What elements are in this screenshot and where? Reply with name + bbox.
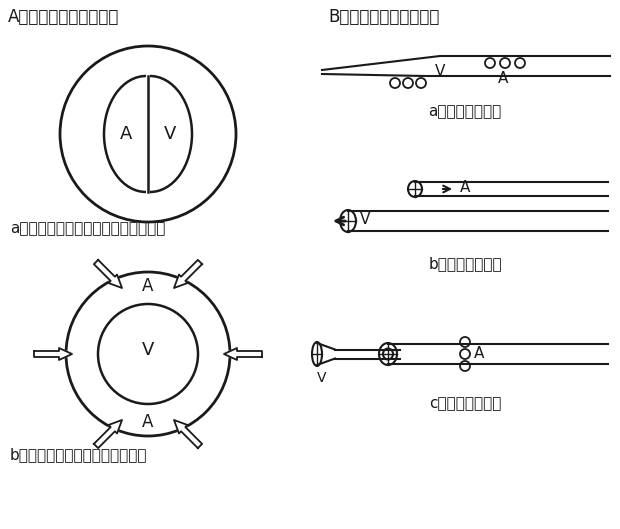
Text: b．同軸二層型（コアクシャル）: b．同軸二層型（コアクシャル） bbox=[10, 447, 148, 462]
Text: V: V bbox=[435, 65, 445, 79]
Text: A: A bbox=[474, 345, 484, 360]
Polygon shape bbox=[224, 348, 262, 360]
Text: a．サイドホール: a．サイドホール bbox=[428, 104, 502, 119]
Text: A: A bbox=[460, 180, 471, 196]
Polygon shape bbox=[94, 420, 122, 448]
Text: V: V bbox=[142, 341, 154, 359]
Text: V: V bbox=[360, 213, 370, 227]
Text: V: V bbox=[317, 371, 327, 385]
Polygon shape bbox=[174, 420, 202, 448]
Text: c．コアクシャル: c．コアクシャル bbox=[429, 396, 501, 411]
Text: A: A bbox=[498, 71, 508, 86]
Text: V: V bbox=[164, 125, 176, 143]
Polygon shape bbox=[174, 260, 202, 288]
Text: A: A bbox=[120, 125, 132, 143]
Polygon shape bbox=[34, 348, 72, 360]
Text: A: A bbox=[143, 277, 154, 295]
Text: A: A bbox=[143, 413, 154, 431]
Text: a．隔壁二層型（ダブルアクシャル）: a．隔壁二層型（ダブルアクシャル） bbox=[10, 221, 166, 236]
Text: B．先端形状による分類: B．先端形状による分類 bbox=[328, 8, 440, 26]
Text: A．断面構造による分類: A．断面構造による分類 bbox=[8, 8, 120, 26]
Text: b．エンドホール: b．エンドホール bbox=[428, 256, 502, 271]
Polygon shape bbox=[94, 260, 122, 288]
